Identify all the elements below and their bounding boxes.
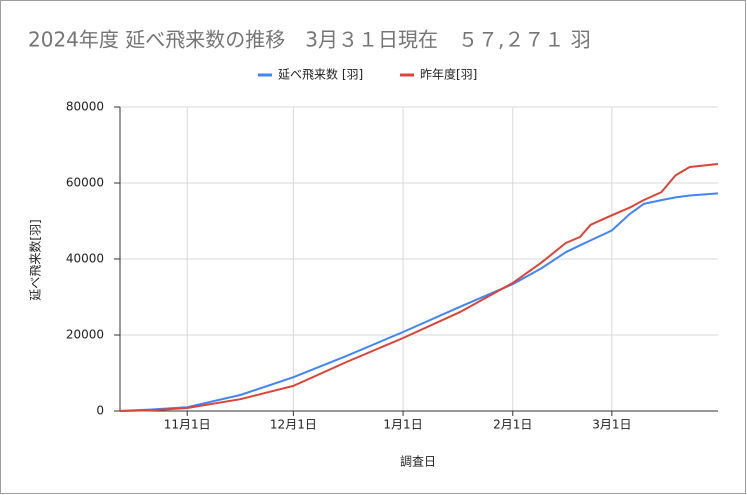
chart-title: 2024年度 延べ飛来数の推移 3月３１日現在 ５７,２７１ 羽 <box>28 28 591 52</box>
y-tick-label: 20000 <box>66 328 104 342</box>
x-tick-label: 12月1日 <box>270 418 317 432</box>
x-tick-label: 11月1日 <box>164 418 211 432</box>
y-tick-label: 40000 <box>66 252 104 266</box>
x-axis-title: 調査日 <box>400 455 436 469</box>
legend-label: 昨年度[羽] <box>420 67 477 82</box>
series-line <box>119 163 719 412</box>
y-axis-title: 延べ飛来数[羽] <box>28 219 43 300</box>
y-tick-label: 80000 <box>66 100 104 114</box>
x-tick-label: 3月1日 <box>592 418 631 432</box>
legend-label: 延べ飛来数 [羽] <box>278 67 363 82</box>
y-tick-label: 0 <box>96 404 104 418</box>
x-tick-label: 2月1日 <box>493 418 532 432</box>
series-line <box>119 192 719 412</box>
x-tick-label: 1月1日 <box>383 418 422 432</box>
y-tick-label: 60000 <box>66 176 104 190</box>
